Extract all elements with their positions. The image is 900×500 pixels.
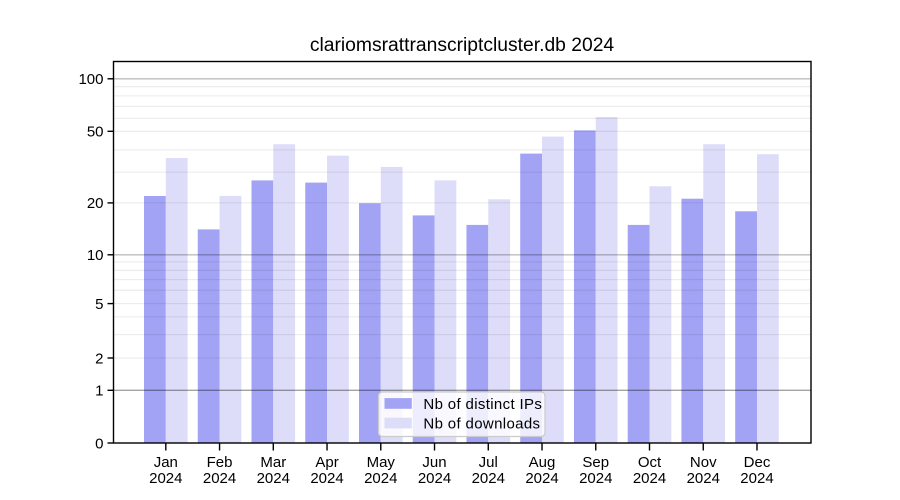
svg-text:2024: 2024 — [525, 470, 558, 487]
svg-text:2024: 2024 — [633, 470, 666, 487]
svg-text:0: 0 — [95, 435, 103, 452]
svg-text:100: 100 — [78, 71, 103, 88]
svg-text:Aug: Aug — [529, 454, 556, 471]
svg-text:50: 50 — [87, 124, 104, 141]
svg-text:10: 10 — [87, 247, 104, 264]
svg-text:2024: 2024 — [472, 470, 505, 487]
svg-text:2024: 2024 — [418, 470, 451, 487]
svg-text:Sep: Sep — [582, 454, 609, 471]
svg-text:Nb of downloads: Nb of downloads — [423, 416, 540, 433]
svg-text:Mar: Mar — [260, 454, 286, 471]
svg-text:2: 2 — [95, 350, 103, 367]
svg-text:20: 20 — [87, 195, 104, 212]
svg-text:2024: 2024 — [203, 470, 236, 487]
svg-text:2024: 2024 — [364, 470, 397, 487]
svg-text:May: May — [367, 454, 396, 471]
svg-text:2024: 2024 — [149, 470, 182, 487]
svg-text:2024: 2024 — [687, 470, 720, 487]
svg-text:1: 1 — [95, 383, 103, 400]
svg-text:2024: 2024 — [310, 470, 343, 487]
svg-text:2024: 2024 — [740, 470, 773, 487]
svg-text:5: 5 — [95, 296, 103, 313]
svg-text:2024: 2024 — [579, 470, 612, 487]
svg-text:Oct: Oct — [638, 454, 662, 471]
svg-text:Nb of distinct IPs: Nb of distinct IPs — [423, 396, 542, 413]
svg-text:Apr: Apr — [315, 454, 338, 471]
svg-text:Jan: Jan — [154, 454, 178, 471]
svg-text:Jul: Jul — [479, 454, 498, 471]
svg-text:Jun: Jun — [422, 454, 446, 471]
svg-text:Dec: Dec — [744, 454, 771, 471]
svg-text:2024: 2024 — [257, 470, 290, 487]
svg-text:Feb: Feb — [207, 454, 233, 471]
svg-text:clariomsrattranscriptcluster.d: clariomsrattranscriptcluster.db 2024 — [310, 35, 615, 56]
svg-text:Nov: Nov — [690, 454, 717, 471]
